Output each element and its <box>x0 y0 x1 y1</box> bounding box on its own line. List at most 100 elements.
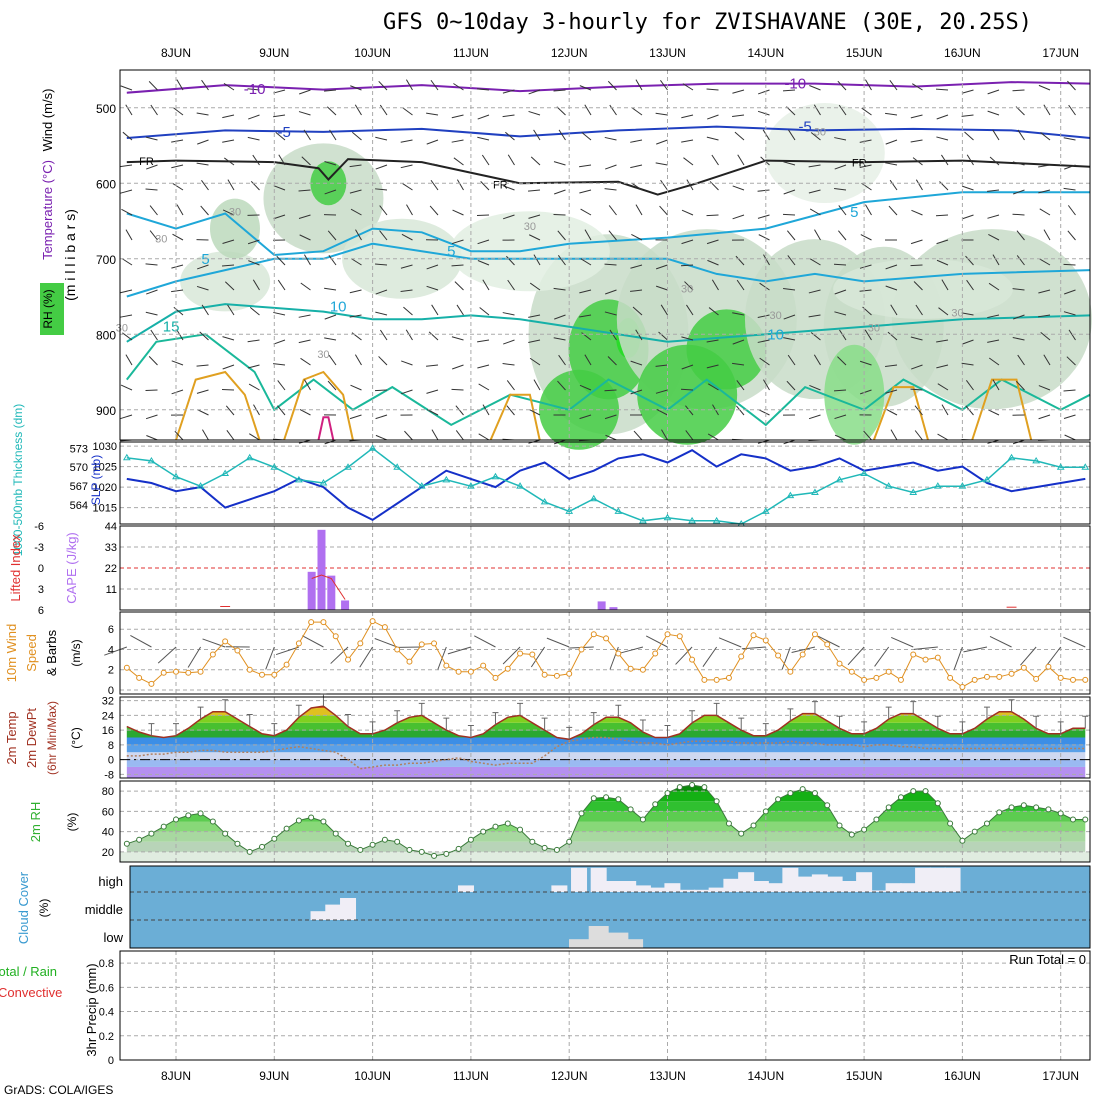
li-tick: 6 <box>38 605 44 617</box>
wind-barb <box>757 110 770 116</box>
temperature-label: Temperature (°C) <box>40 160 55 260</box>
cloud-high-bar <box>551 885 568 892</box>
rh-marker <box>1082 816 1089 823</box>
wind-barb <box>1038 164 1051 168</box>
wind-speed-marker <box>271 671 278 678</box>
wind-barb <box>686 179 694 191</box>
li-line <box>311 574 346 600</box>
wind-speed-marker <box>1057 674 1064 681</box>
wind-tick: 0 <box>108 685 114 697</box>
rh-marker <box>725 820 732 827</box>
minmax-whisker <box>861 721 868 734</box>
wind-barb <box>553 89 566 92</box>
pressure-tick: 700 <box>96 253 116 267</box>
wind-speed-marker <box>332 633 339 640</box>
surface-wind-barb <box>791 646 816 654</box>
rh-marker <box>123 840 130 847</box>
cloud-high-bar <box>811 874 828 892</box>
wind-barb <box>148 356 158 366</box>
wind-tick: 6 <box>108 624 114 636</box>
wind-speed-marker <box>897 676 904 683</box>
wind-barb <box>122 131 133 141</box>
thickness-marker <box>835 475 844 483</box>
thickness-marker <box>909 488 918 495</box>
wind-barb <box>936 339 949 343</box>
rh-marker <box>357 846 364 853</box>
wind-barb <box>249 306 260 316</box>
wind-barb <box>809 208 821 216</box>
wind-barb <box>273 339 286 345</box>
wind-speed-marker <box>824 641 831 648</box>
wind-barb <box>528 189 541 192</box>
wind-barb <box>987 314 1000 319</box>
wind-barb <box>150 104 158 116</box>
wind-barb <box>455 430 464 441</box>
date-label-bottom: 12JUN <box>551 1069 588 1083</box>
thickness-marker <box>761 507 770 514</box>
wind-speed-marker <box>455 668 462 675</box>
wind-barb <box>1015 380 1025 391</box>
rh-marker <box>160 823 167 830</box>
wind-barb <box>987 214 1000 219</box>
surface-wind-barb <box>675 646 693 665</box>
wind-barb <box>533 254 541 266</box>
minmax-whisker <box>246 713 253 727</box>
rh-marker <box>480 828 487 835</box>
minmax-whisker <box>983 706 990 720</box>
rh-marker <box>750 822 757 829</box>
wind-barb <box>349 414 362 420</box>
wind-speed-marker <box>1020 664 1027 671</box>
rh-marker <box>529 838 536 845</box>
wind-barb <box>174 430 184 441</box>
wind-speed-marker <box>983 673 990 680</box>
date-label-top: 17JUN <box>1042 46 1079 60</box>
cloud-middle-bar <box>310 911 327 920</box>
thickness-tick: 567 <box>70 481 88 493</box>
wind-barb <box>406 204 413 216</box>
wind-barb <box>913 281 923 291</box>
wind-speed-marker <box>320 619 327 626</box>
surface-wind-barb <box>157 646 177 664</box>
minmax-whisker <box>811 701 818 714</box>
rh-field-blob <box>449 211 610 292</box>
rh-marker <box>615 796 622 803</box>
wind-barb <box>735 405 745 416</box>
wind-barb <box>502 214 515 220</box>
wind-speed-marker <box>185 669 192 676</box>
wind-barb <box>732 214 745 220</box>
wind-barb <box>808 164 821 168</box>
wind-barb <box>375 188 388 191</box>
date-label-bottom: 17JUN <box>1042 1069 1079 1083</box>
wind-barb <box>222 114 235 119</box>
wind-speed-marker <box>504 665 511 672</box>
wind-barb <box>936 114 949 120</box>
wind-barb <box>456 179 464 191</box>
wind-barb <box>783 337 796 341</box>
wind-barb <box>834 434 847 441</box>
wind-barb <box>427 409 439 416</box>
wind-barb <box>171 264 184 269</box>
wind-barb <box>453 83 464 91</box>
rh-marker <box>136 836 143 843</box>
wind-barb <box>145 311 158 316</box>
minmax-whisker <box>320 693 327 707</box>
minmax-label: (6hr Min/Max) <box>45 701 59 775</box>
wind-barb <box>477 339 490 343</box>
wind-speed-marker <box>689 656 696 663</box>
wind-barb <box>910 388 923 391</box>
wind-barb <box>962 339 974 345</box>
wind-barb <box>146 289 158 295</box>
wind-barb <box>378 356 388 366</box>
wind-barb <box>783 161 796 166</box>
wind-barb <box>553 161 566 166</box>
temp-band <box>126 715 1086 723</box>
rh-marker <box>394 838 401 845</box>
wind-speed-marker <box>652 650 659 657</box>
wind-barb <box>961 185 974 191</box>
rh-marker <box>934 800 941 807</box>
wind-barb <box>631 182 643 191</box>
wind-barb <box>1038 385 1051 391</box>
wind-barb <box>451 114 464 119</box>
wind-barb <box>426 139 439 145</box>
rh-marker <box>320 818 327 825</box>
